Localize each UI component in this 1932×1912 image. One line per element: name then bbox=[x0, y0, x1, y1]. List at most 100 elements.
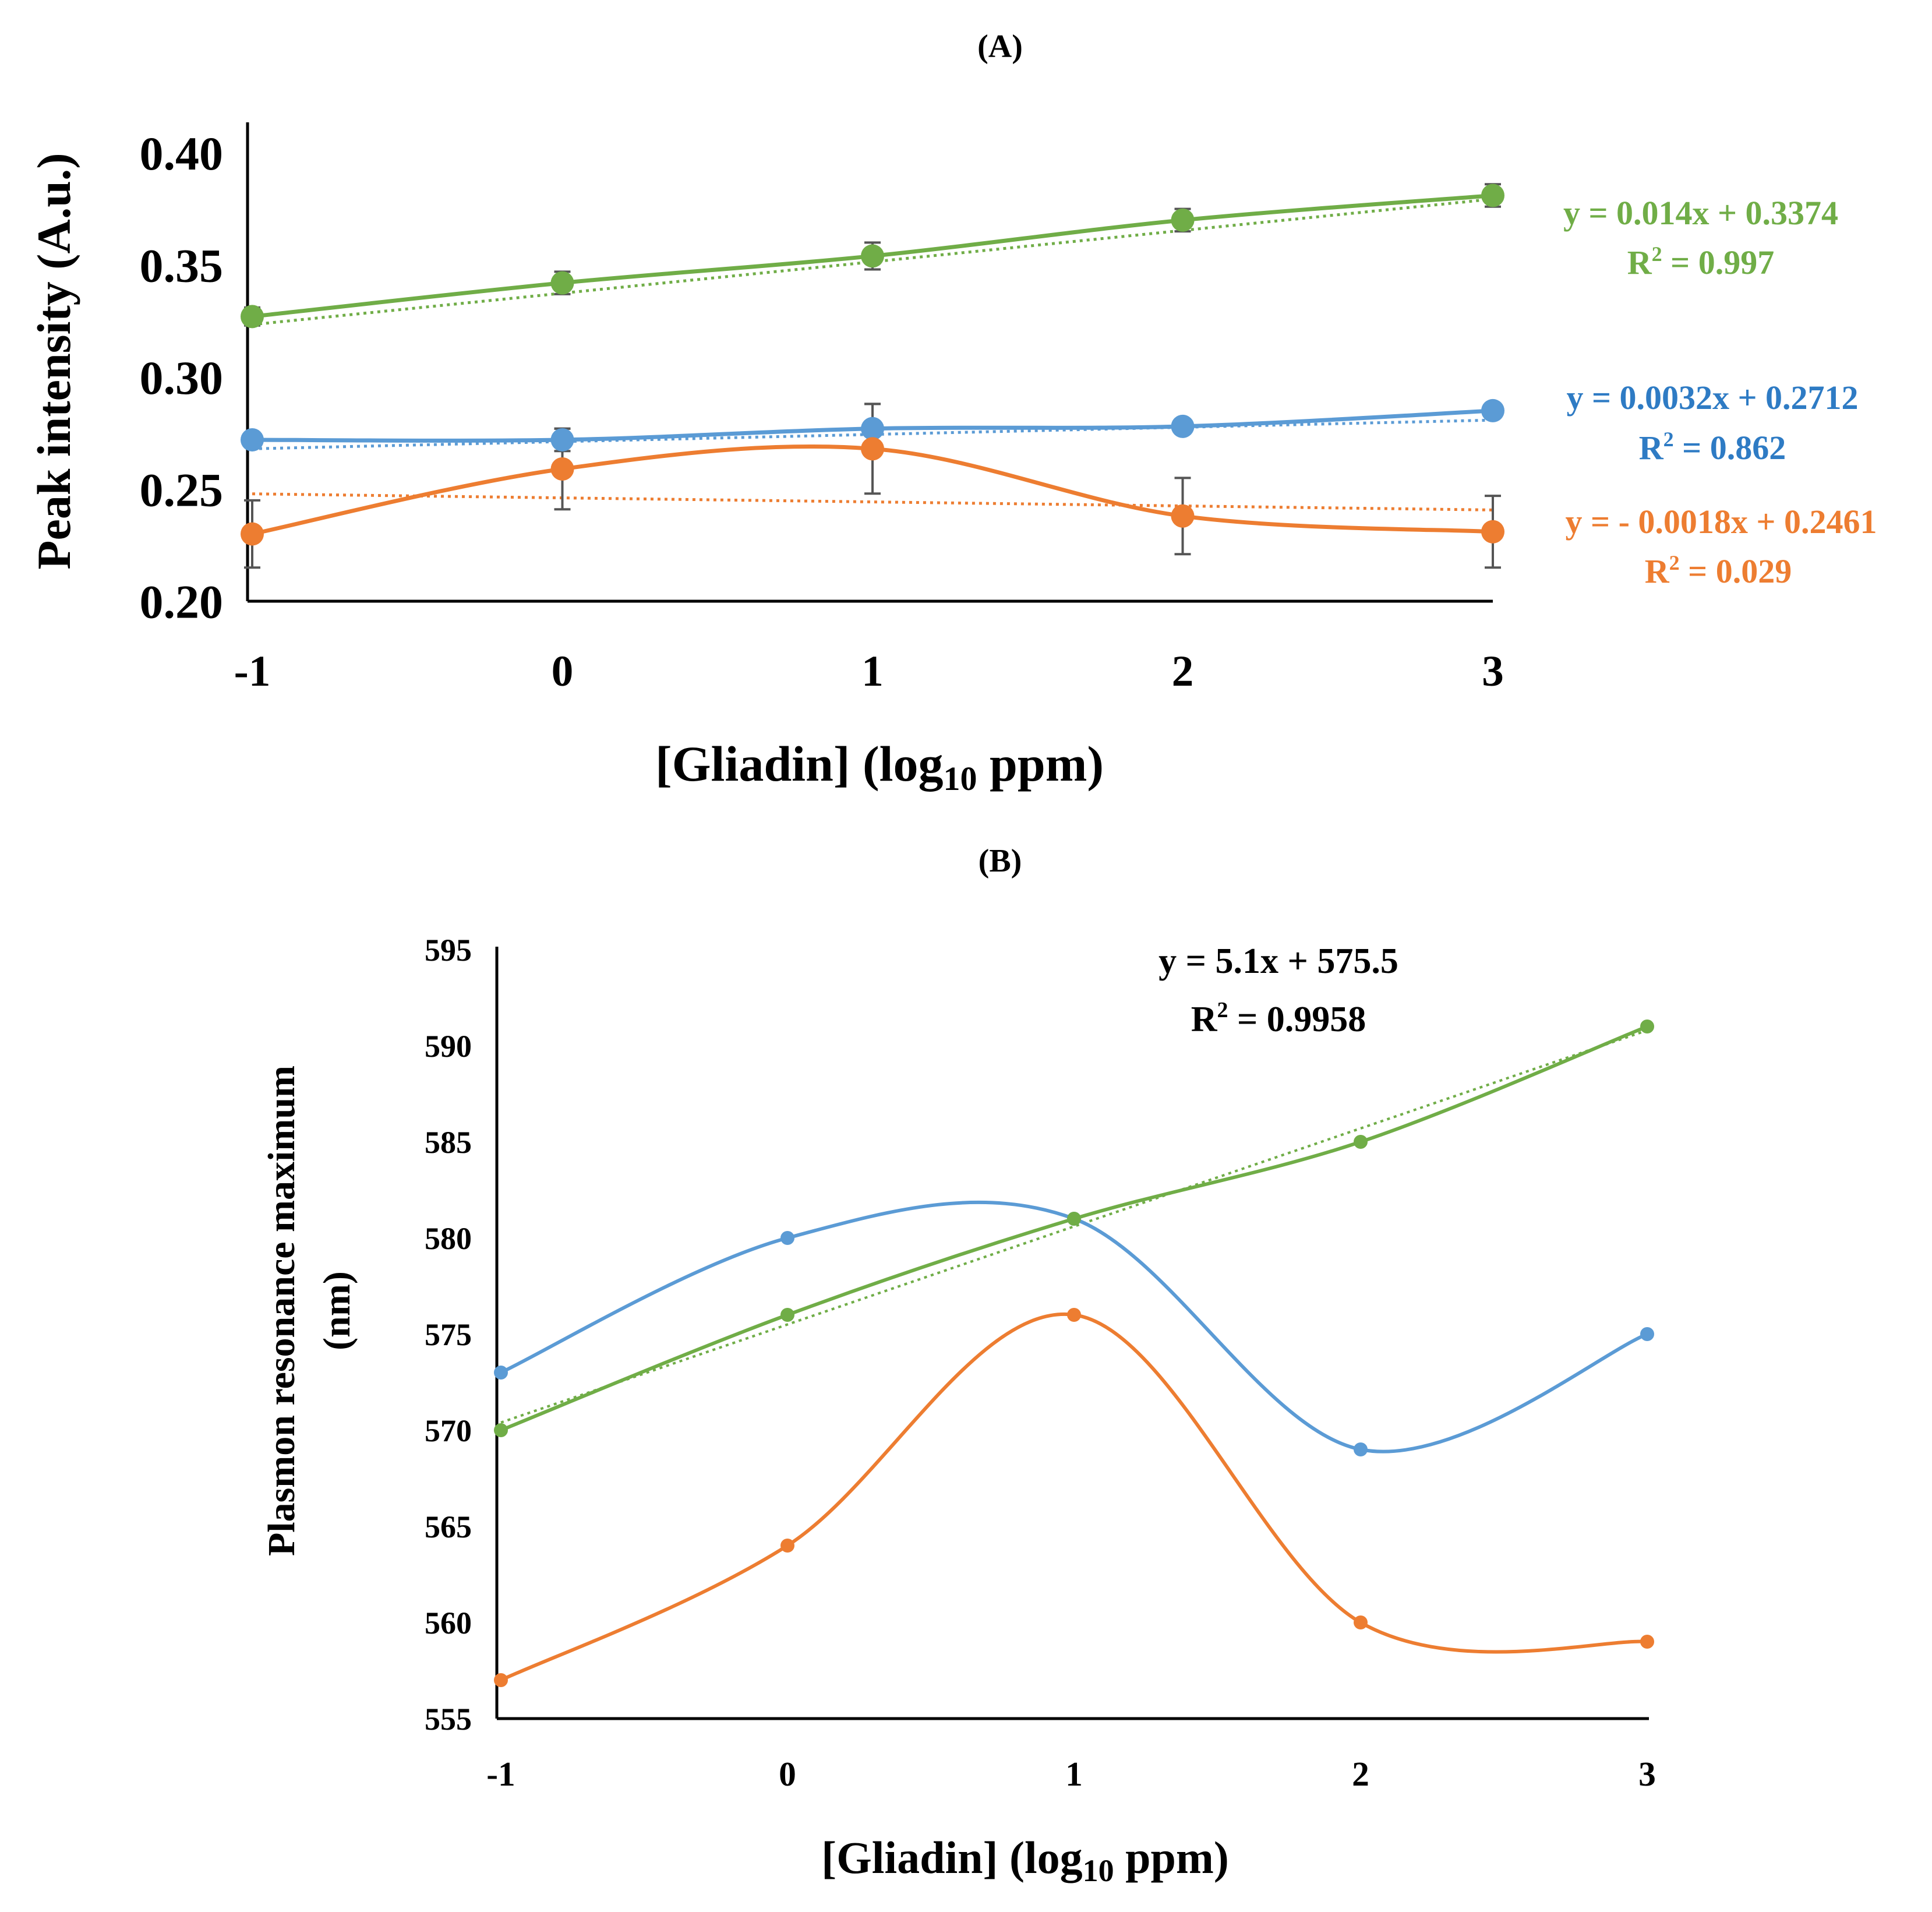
y-tick-label: 585 bbox=[425, 1125, 472, 1160]
series-line-blue bbox=[500, 1200, 1648, 1454]
panel-a-green-eq-line: y = 0.014x + 0.3374 bbox=[1563, 194, 1838, 232]
data-point-orange bbox=[494, 1673, 508, 1687]
panel-a-blue-r2-value: = 0.862 bbox=[1674, 429, 1786, 467]
x-tick-label: -1 bbox=[486, 1755, 515, 1793]
data-point-orange bbox=[241, 522, 264, 546]
panel-b-x-title-main: [Gliadin] (log bbox=[821, 1832, 1083, 1883]
panel-a-y-ticks: 0.20 0.25 0.30 0.35 0.40 bbox=[140, 127, 224, 629]
data-point-blue bbox=[1354, 1442, 1368, 1456]
panel-a-blue-equation: y = 0.0032x + 0.2712 R2 = 0.862 bbox=[1566, 379, 1858, 467]
panel-a-green-equation: y = 0.014x + 0.3374 R2 = 0.997 bbox=[1563, 194, 1838, 281]
panel-a-x-title-tail: ppm) bbox=[977, 736, 1104, 792]
panel-a-x-ticks: -1 0 1 2 3 bbox=[234, 647, 1504, 696]
data-point-green bbox=[241, 305, 264, 329]
x-tick-label: -1 bbox=[234, 647, 271, 696]
panel-a-x-title-main: [Gliadin] (log bbox=[655, 736, 944, 792]
panel-a-orange-r2: R2 = 0.029 bbox=[1645, 551, 1792, 590]
panel-a-orange-r2-sup: 2 bbox=[1669, 551, 1680, 574]
panel-a-label: (A) bbox=[977, 29, 1023, 65]
x-tick-label: 0 bbox=[552, 647, 574, 696]
panel-a-x-title-sub: 10 bbox=[944, 760, 977, 798]
panel-a: (A) 0.20 0.25 0.30 0.35 0.40 -1 0 1 2 3 Peak int… bbox=[27, 29, 1877, 798]
data-point-orange bbox=[1171, 504, 1195, 528]
data-point-green bbox=[1067, 1212, 1081, 1226]
x-tick-label: 2 bbox=[1352, 1755, 1369, 1793]
data-point-orange bbox=[1640, 1635, 1654, 1649]
trendline-orange bbox=[252, 492, 1493, 511]
panel-b-label: (B) bbox=[979, 843, 1022, 879]
data-point-blue bbox=[550, 428, 574, 451]
data-point-green bbox=[550, 271, 574, 295]
panel-a-green-r2-value: = 0.997 bbox=[1662, 244, 1775, 281]
x-tick-label: 2 bbox=[1172, 647, 1194, 696]
data-point-green bbox=[1354, 1135, 1368, 1149]
panel-a-orange-eq-line: y = - 0.0018x + 0.2461 bbox=[1566, 503, 1877, 541]
y-tick-label: 555 bbox=[425, 1702, 472, 1737]
panel-b-x-title-sub: 10 bbox=[1083, 1853, 1114, 1888]
panel-b-x-axis-title: [Gliadin] (log10 ppm) bbox=[821, 1832, 1229, 1888]
y-tick-label: 590 bbox=[425, 1029, 472, 1064]
panel-a-green-r2-prefix: R bbox=[1627, 244, 1652, 281]
series-line-orange bbox=[500, 1312, 1648, 1682]
data-point-orange bbox=[780, 1539, 794, 1553]
panel-b-y-title-line1: Plasmon resonance maximum bbox=[260, 1066, 303, 1556]
data-point-green bbox=[780, 1308, 794, 1322]
trendline-green bbox=[500, 1029, 1648, 1424]
y-tick-label: 0.20 bbox=[140, 576, 224, 629]
y-tick-label: 595 bbox=[425, 933, 472, 968]
panel-a-x-axis-title: [Gliadin] (log10 ppm) bbox=[655, 736, 1104, 798]
panel-a-blue-r2: R2 = 0.862 bbox=[1639, 428, 1786, 467]
x-tick-label: 3 bbox=[1638, 1755, 1656, 1793]
panel-a-points bbox=[241, 184, 1504, 546]
panel-a-orange-r2-value: = 0.029 bbox=[1680, 552, 1792, 590]
panel-b-equation: y = 5.1x + 575.5 R2 = 0.9958 bbox=[1159, 941, 1398, 1039]
y-tick-label: 0.25 bbox=[140, 463, 224, 516]
y-tick-label: 580 bbox=[425, 1221, 472, 1256]
data-point-orange bbox=[1481, 520, 1504, 544]
data-point-orange bbox=[1067, 1308, 1081, 1322]
panel-b: (B) 555 560 565 570 575 580 585 590 595 -1 0 1 2 3 P… bbox=[260, 843, 1656, 1888]
panel-b-y-title-line2: (nm) bbox=[316, 1271, 358, 1350]
panel-b-trendlines bbox=[500, 1029, 1648, 1424]
panel-a-green-r2-sup: 2 bbox=[1652, 242, 1662, 266]
panel-a-y-axis-title: Peak intensity (A.u.) bbox=[27, 153, 80, 569]
panel-b-x-ticks: -1 0 1 2 3 bbox=[486, 1755, 1656, 1793]
data-point-green bbox=[494, 1423, 508, 1437]
panel-a-blue-eq-line: y = 0.0032x + 0.2712 bbox=[1566, 379, 1858, 417]
data-point-blue bbox=[861, 417, 884, 440]
data-point-blue bbox=[1481, 398, 1504, 422]
panel-a-green-r2: R2 = 0.997 bbox=[1627, 242, 1774, 281]
x-tick-label: 1 bbox=[1065, 1755, 1083, 1793]
x-tick-label: 1 bbox=[861, 647, 884, 696]
y-tick-label: 570 bbox=[425, 1413, 472, 1448]
panel-a-error-bars bbox=[244, 183, 1501, 569]
panel-b-curves bbox=[500, 1025, 1648, 1682]
data-point-green bbox=[1171, 208, 1195, 232]
panel-a-blue-r2-sup: 2 bbox=[1663, 428, 1674, 451]
y-tick-label: 0.40 bbox=[140, 127, 224, 180]
data-point-blue bbox=[1640, 1327, 1654, 1341]
x-tick-label: 3 bbox=[1482, 647, 1504, 696]
panel-b-r2-value: = 0.9958 bbox=[1228, 1000, 1366, 1039]
y-tick-label: 560 bbox=[425, 1606, 472, 1641]
y-tick-label: 0.30 bbox=[140, 351, 224, 404]
panel-b-x-title-tail: ppm) bbox=[1114, 1832, 1229, 1883]
series-line-green bbox=[500, 1025, 1648, 1432]
panel-b-r2-prefix: R bbox=[1191, 1000, 1218, 1039]
y-tick-label: 0.35 bbox=[140, 239, 224, 292]
panel-b-y-ticks: 555 560 565 570 575 580 585 590 595 bbox=[425, 933, 472, 1737]
data-point-green bbox=[1481, 184, 1504, 207]
panel-b-eq-line: y = 5.1x + 575.5 bbox=[1159, 941, 1398, 981]
panel-b-points bbox=[494, 1020, 1654, 1687]
panel-a-orange-r2-prefix: R bbox=[1645, 552, 1670, 590]
panel-a-blue-r2-prefix: R bbox=[1639, 429, 1664, 467]
panel-b-r2-sup: 2 bbox=[1217, 998, 1228, 1022]
data-point-orange bbox=[1354, 1615, 1368, 1629]
panel-a-orange-equation: y = - 0.0018x + 0.2461 R2 = 0.029 bbox=[1566, 503, 1877, 590]
data-point-orange bbox=[861, 437, 884, 461]
data-point-green bbox=[1640, 1020, 1654, 1033]
data-point-blue bbox=[494, 1366, 508, 1380]
x-tick-label: 0 bbox=[779, 1755, 796, 1793]
panel-b-r2: R2 = 0.9958 bbox=[1191, 998, 1366, 1039]
